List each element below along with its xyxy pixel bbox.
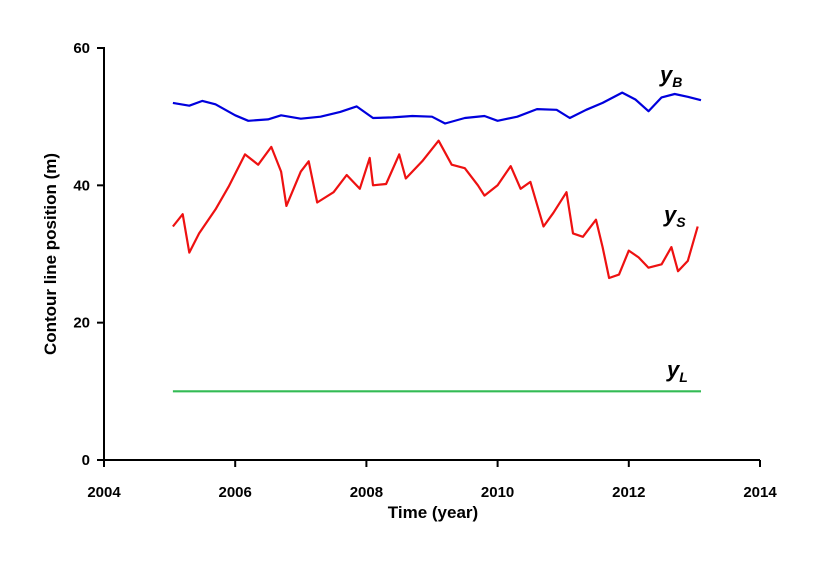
- series-line-yS: [172, 139, 699, 280]
- series-line-yB: [172, 91, 702, 125]
- series-label-yS: yS: [663, 202, 686, 230]
- x-tick-label: 2004: [87, 484, 121, 501]
- y-tick-label: 60: [73, 40, 90, 57]
- y-tick-label: 40: [73, 177, 90, 194]
- series-label-yB: yB: [659, 62, 682, 90]
- series-labels: yB yS yL: [659, 62, 688, 385]
- y-tick-label: 0: [82, 452, 90, 469]
- x-tick-label: 2014: [743, 484, 777, 501]
- x-tick-label: 2008: [350, 484, 383, 501]
- y-axis-title: Contour line position (m): [41, 153, 60, 355]
- x-tick-label: 2006: [219, 484, 252, 501]
- x-axis-title: Time (year): [388, 503, 478, 522]
- axes: [103, 47, 760, 461]
- y-tick-label: 20: [73, 315, 90, 332]
- ticks: 2004 2006 2008 2010 2012 2014 0 20 40 60: [73, 40, 777, 501]
- x-tick-label: 2012: [612, 484, 645, 501]
- series-label-yL: yL: [666, 357, 688, 385]
- x-tick-label: 2010: [481, 484, 514, 501]
- series-layer: [172, 91, 702, 393]
